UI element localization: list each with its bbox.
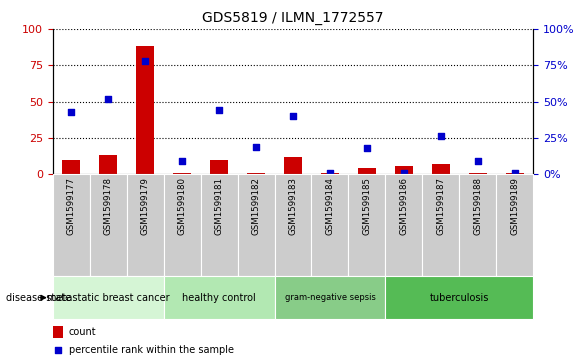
- Point: [104, 96, 113, 102]
- Text: GSM1599188: GSM1599188: [473, 177, 482, 235]
- Text: healthy control: healthy control: [182, 293, 256, 303]
- Text: GSM1599185: GSM1599185: [362, 177, 372, 235]
- Bar: [432, 164, 450, 174]
- Bar: [237, 174, 274, 276]
- Point: [214, 107, 224, 113]
- Point: [510, 170, 519, 176]
- Bar: [274, 174, 312, 276]
- Bar: [357, 168, 376, 174]
- Text: GSM1599187: GSM1599187: [437, 177, 445, 235]
- Text: GSM1599186: GSM1599186: [400, 177, 408, 235]
- Bar: [321, 173, 339, 174]
- Text: disease state: disease state: [6, 293, 71, 303]
- Bar: [53, 326, 63, 338]
- Point: [436, 134, 445, 139]
- Bar: [247, 173, 265, 174]
- Point: [67, 109, 76, 115]
- Point: [399, 170, 408, 176]
- Text: GSM1599181: GSM1599181: [214, 177, 224, 235]
- Bar: [53, 276, 163, 319]
- Bar: [386, 174, 423, 276]
- Point: [325, 170, 335, 176]
- Text: GSM1599182: GSM1599182: [251, 177, 261, 235]
- Text: GSM1599179: GSM1599179: [141, 177, 149, 235]
- Text: GSM1599177: GSM1599177: [67, 177, 76, 235]
- Text: gram-negative sepsis: gram-negative sepsis: [285, 293, 376, 302]
- Bar: [210, 160, 229, 174]
- Point: [178, 158, 187, 164]
- Bar: [506, 173, 524, 174]
- Bar: [127, 174, 163, 276]
- Bar: [496, 174, 533, 276]
- Point: [141, 58, 150, 64]
- Bar: [394, 166, 413, 174]
- Bar: [459, 174, 496, 276]
- Text: tuberculosis: tuberculosis: [430, 293, 489, 303]
- Bar: [53, 174, 90, 276]
- Bar: [349, 174, 386, 276]
- Bar: [469, 173, 487, 174]
- Bar: [163, 276, 274, 319]
- Text: GSM1599183: GSM1599183: [288, 177, 298, 235]
- Point: [251, 144, 261, 150]
- Bar: [200, 174, 237, 276]
- Bar: [136, 46, 154, 174]
- Text: count: count: [69, 327, 97, 337]
- Point: [288, 113, 298, 119]
- Bar: [423, 174, 459, 276]
- Text: GSM1599180: GSM1599180: [178, 177, 186, 235]
- Text: GDS5819 / ILMN_1772557: GDS5819 / ILMN_1772557: [202, 11, 384, 25]
- Point: [53, 347, 62, 353]
- Text: GSM1599178: GSM1599178: [104, 177, 113, 235]
- Bar: [163, 174, 200, 276]
- Bar: [90, 174, 127, 276]
- Text: metastatic breast cancer: metastatic breast cancer: [47, 293, 169, 303]
- Bar: [284, 157, 302, 174]
- Bar: [274, 276, 386, 319]
- Text: GSM1599189: GSM1599189: [510, 177, 519, 235]
- Bar: [62, 160, 80, 174]
- Bar: [386, 276, 533, 319]
- Bar: [173, 173, 192, 174]
- Text: GSM1599184: GSM1599184: [325, 177, 335, 235]
- Point: [473, 158, 482, 164]
- Bar: [99, 155, 117, 174]
- Point: [362, 145, 372, 151]
- Text: percentile rank within the sample: percentile rank within the sample: [69, 345, 234, 355]
- Bar: [312, 174, 349, 276]
